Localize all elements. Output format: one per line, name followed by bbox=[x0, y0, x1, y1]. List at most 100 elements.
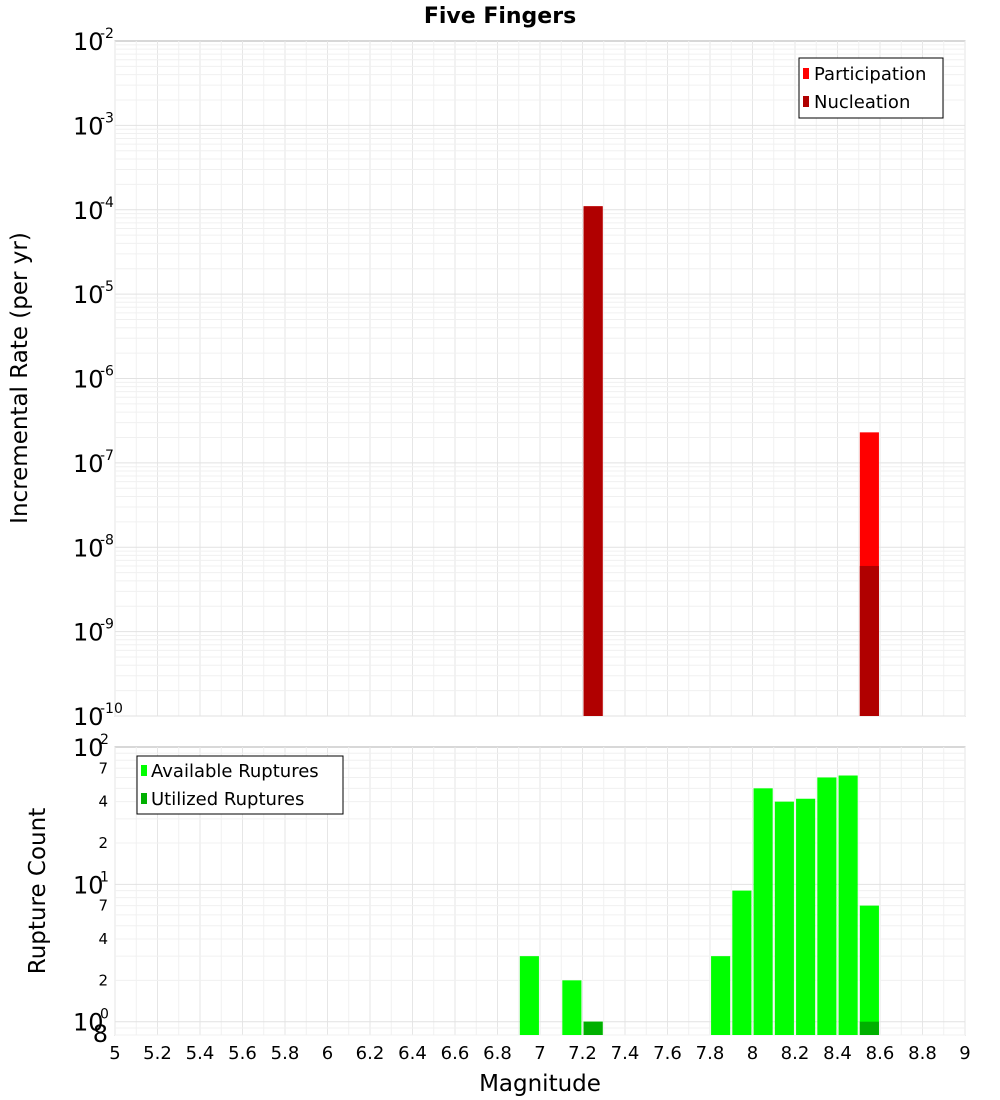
bar-nucleation bbox=[859, 565, 879, 716]
count-legend: Available Ruptures Utilized Ruptures bbox=[136, 755, 344, 815]
y-tick-base: 10 bbox=[73, 112, 104, 140]
x-tick-label: 6.6 bbox=[441, 1043, 470, 1064]
legend-swatch-nucleation bbox=[803, 96, 809, 107]
y-tick-base: 10 bbox=[73, 450, 104, 478]
y-minor-tick-label: 7 bbox=[98, 759, 108, 777]
legend-label-available: Available Ruptures bbox=[151, 761, 319, 782]
bar-available-ruptures bbox=[562, 980, 582, 1035]
x-tick-label: 5.4 bbox=[186, 1043, 215, 1064]
x-tick-label: 6.4 bbox=[398, 1043, 427, 1064]
y-minor-tick-label: 4 bbox=[98, 930, 108, 948]
rate-grid bbox=[114, 41, 966, 717]
bar-nucleation bbox=[583, 206, 603, 716]
bar-available-ruptures bbox=[519, 956, 539, 1035]
y-tick-label: 10-10 bbox=[73, 701, 123, 731]
y-tick-base: 10 bbox=[73, 534, 104, 562]
rate-legend: Participation Nucleation bbox=[798, 57, 944, 119]
y-tick-base: 10 bbox=[73, 703, 104, 731]
y-tick-label: 10-8 bbox=[73, 532, 114, 562]
y-minor-tick-label: 2 bbox=[98, 834, 108, 852]
x-tick-label: 5.8 bbox=[271, 1043, 300, 1064]
x-tick-label: 7 bbox=[534, 1043, 545, 1064]
y-tick-exponent: 1 bbox=[100, 869, 109, 885]
bar-available-ruptures bbox=[774, 801, 794, 1035]
x-tick-label: 7.6 bbox=[653, 1043, 682, 1064]
x-tick-label: 7.8 bbox=[696, 1043, 725, 1064]
legend-swatch-utilized bbox=[141, 793, 147, 804]
x-tick-label: 8.4 bbox=[823, 1043, 852, 1064]
bar-available-ruptures bbox=[732, 890, 752, 1035]
x-tick-label: 5.2 bbox=[143, 1043, 172, 1064]
bar-utilized-ruptures bbox=[583, 1021, 603, 1035]
y-tick-exponent: -7 bbox=[100, 448, 114, 464]
y-tick-base: 10 bbox=[73, 871, 104, 899]
x-tick-label: 5 bbox=[109, 1043, 120, 1064]
count-y-axis-label: Rupture Count bbox=[25, 808, 51, 974]
bar-available-ruptures bbox=[753, 788, 773, 1035]
y-tick-base: 10 bbox=[73, 734, 104, 762]
y-tick-exponent: -5 bbox=[100, 279, 114, 295]
legend-label-nucleation: Nucleation bbox=[814, 92, 910, 113]
count-x-ticks: 5 5.2 5.4 5.6 5.8 6 6.2 6.4 6.6 6.8 7 7.2 7.4 7.6 7.8 8… bbox=[109, 1043, 970, 1064]
y-tick-exponent: -2 bbox=[100, 26, 114, 42]
chart-title: Five Fingers bbox=[424, 4, 576, 29]
x-tick-label: 9 bbox=[959, 1043, 970, 1064]
y-tick-label: 100 bbox=[73, 1007, 109, 1037]
y-tick-label: 101 bbox=[73, 869, 109, 899]
count-legend-box bbox=[136, 755, 344, 815]
x-tick-label: 7.4 bbox=[611, 1043, 640, 1064]
rate-legend-box bbox=[798, 57, 944, 119]
bar-available-ruptures bbox=[838, 775, 858, 1035]
x-tick-label: 8 bbox=[747, 1043, 758, 1064]
y-tick-base: 10 bbox=[73, 366, 104, 394]
y-minor-tick-label: 4 bbox=[98, 793, 108, 811]
y-tick-base: 10 bbox=[73, 1009, 104, 1037]
x-tick-label: 6.2 bbox=[356, 1043, 385, 1064]
y-tick-base: 10 bbox=[73, 619, 104, 647]
y-tick-exponent: 0 bbox=[100, 1007, 109, 1023]
rate-y-axis-label: Incremental Rate (per yr) bbox=[7, 232, 33, 524]
y-tick-exponent: -9 bbox=[100, 617, 114, 633]
bar-available-ruptures bbox=[796, 798, 816, 1035]
y-tick-exponent: -3 bbox=[100, 110, 114, 126]
y-minor-tick-label: 8 bbox=[93, 1020, 108, 1048]
x-tick-label: 7.2 bbox=[568, 1043, 597, 1064]
bar-available-ruptures bbox=[859, 905, 879, 1035]
y-tick-exponent: -8 bbox=[100, 532, 114, 548]
y-tick-label: 10-7 bbox=[73, 448, 114, 478]
x-tick-label: 8.2 bbox=[781, 1043, 810, 1064]
y-tick-exponent: 2 bbox=[100, 732, 109, 748]
legend-swatch-available bbox=[141, 765, 147, 776]
y-tick-label: 10-6 bbox=[73, 364, 114, 394]
y-tick-exponent: -10 bbox=[100, 701, 123, 717]
y-tick-base: 10 bbox=[73, 28, 104, 56]
bar-utilized-ruptures bbox=[859, 1021, 879, 1035]
y-minor-tick-label: 7 bbox=[98, 897, 108, 915]
y-minor-tick-label: 2 bbox=[98, 971, 108, 989]
legend-label-utilized: Utilized Ruptures bbox=[151, 789, 304, 810]
y-tick-label: 10-9 bbox=[73, 617, 114, 647]
y-tick-label: 102 bbox=[73, 732, 109, 762]
count-bars bbox=[519, 775, 879, 1035]
x-axis-label: Magnitude bbox=[479, 1071, 601, 1097]
x-tick-label: 8.6 bbox=[866, 1043, 895, 1064]
bar-available-ruptures bbox=[817, 777, 837, 1035]
rate-bars bbox=[583, 206, 879, 716]
x-tick-label: 8.8 bbox=[908, 1043, 937, 1064]
x-tick-label: 5.6 bbox=[228, 1043, 257, 1064]
y-tick-label: 10-3 bbox=[73, 110, 114, 140]
bar-available-ruptures bbox=[711, 956, 731, 1035]
y-tick-label: 10-5 bbox=[73, 279, 114, 309]
y-tick-label: 10-4 bbox=[73, 195, 114, 225]
y-tick-base: 10 bbox=[73, 281, 104, 309]
x-tick-label: 6 bbox=[322, 1043, 333, 1064]
legend-swatch-participation bbox=[803, 68, 809, 79]
legend-label-participation: Participation bbox=[814, 64, 926, 85]
y-tick-exponent: -4 bbox=[100, 195, 114, 211]
